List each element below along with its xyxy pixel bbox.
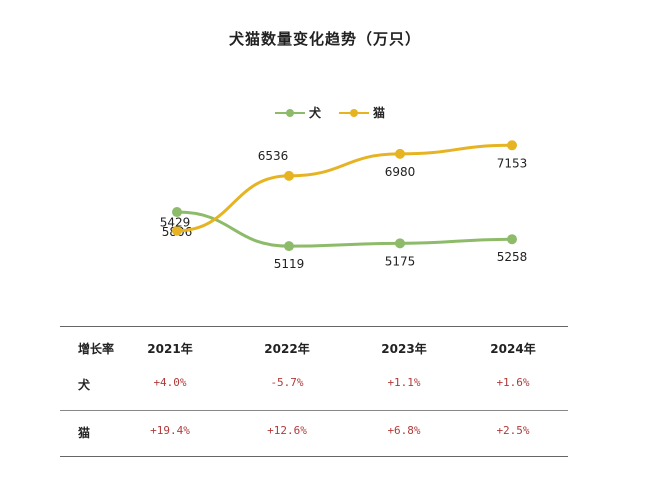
data-point-dog xyxy=(172,207,182,218)
data-point-dog xyxy=(284,241,294,252)
table-cell: +1.6% xyxy=(496,376,530,389)
table-rule-middle xyxy=(60,410,568,411)
table-cell: +12.6% xyxy=(267,424,307,437)
data-label-dog: 5175 xyxy=(385,254,416,268)
table-row-label: 犬 xyxy=(78,378,91,392)
table-header-label: 增长率 xyxy=(78,342,115,356)
legend-item-cat: 猫 xyxy=(339,104,385,121)
legend-item-dog: 犬 xyxy=(275,104,321,121)
table-header-year: 2022年 xyxy=(264,342,310,356)
table-cell: +4.0% xyxy=(153,376,187,389)
table-cell: +19.4% xyxy=(150,424,190,437)
data-point-cat xyxy=(172,225,182,236)
chart-title: 犬猫数量变化趋势（万只） xyxy=(228,30,421,48)
legend-label-dog: 犬 xyxy=(309,106,322,120)
legend-label-cat: 猫 xyxy=(373,106,386,120)
data-label-cat: 6980 xyxy=(385,165,416,179)
data-point-dog xyxy=(507,234,517,245)
table-header-year: 2021年 xyxy=(147,342,193,356)
data-label-dog: 5258 xyxy=(497,250,528,264)
table-cell: -5.7% xyxy=(270,376,304,389)
data-point-cat xyxy=(507,140,517,151)
table-cell: +2.5% xyxy=(496,424,530,437)
data-point-cat xyxy=(284,170,294,181)
table-rule-bottom xyxy=(60,456,568,457)
series-line-dog xyxy=(176,210,513,248)
legend-swatch-dog xyxy=(275,108,305,118)
table-rule-top xyxy=(60,326,568,327)
table-row-dog: 犬 +4.0% -5.7% +1.1% +1.6% xyxy=(60,376,568,396)
table-row-cat: 猫 +19.4% +12.6% +6.8% +2.5% xyxy=(60,424,568,444)
data-point-cat xyxy=(395,148,405,159)
table-cell: +1.1% xyxy=(387,376,421,389)
table-row-label: 猫 xyxy=(78,426,91,440)
series-line-cat xyxy=(176,143,513,233)
table-header-year: 2024年 xyxy=(490,342,536,356)
chart-legend: 犬 猫 xyxy=(275,104,385,121)
data-label-cat: 6536 xyxy=(258,149,289,163)
line-chart: 58065119517552585429653669807153 xyxy=(160,140,528,271)
legend-swatch-cat xyxy=(339,108,370,118)
data-label-cat: 7153 xyxy=(497,156,528,170)
data-label-cat: 5429 xyxy=(160,216,191,230)
table-header-row: 增长率 2021年 2022年 2023年 2024年 xyxy=(60,340,568,360)
table-cell: +6.8% xyxy=(387,424,421,437)
data-label-dog: 5119 xyxy=(274,257,305,271)
table-header-year: 2023年 xyxy=(381,342,427,356)
data-point-dog xyxy=(395,238,405,249)
